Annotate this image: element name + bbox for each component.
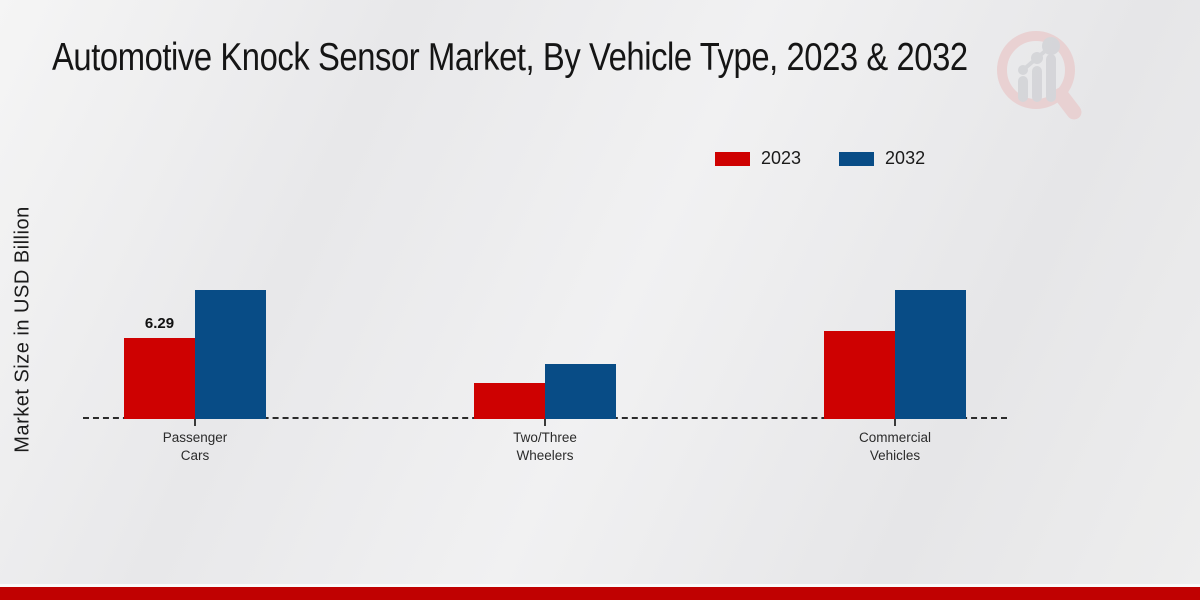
legend-item-2032: 2032 — [839, 148, 925, 169]
legend-label-2032: 2032 — [885, 148, 926, 168]
x-axis-tick — [544, 419, 546, 426]
category-label: Commercial Vehicles — [858, 430, 931, 464]
market-research-future-logo-icon — [997, 31, 1082, 120]
bar-2032-two-three-wheelers — [545, 364, 616, 419]
bar-2023-two-three-wheelers — [474, 383, 545, 419]
page-title: Automotive Knock Sensor Market, By Vehic… — [52, 36, 968, 79]
legend-swatch-2032 — [839, 151, 875, 166]
bar-2032-commercial-vehicles — [895, 290, 966, 419]
legend: 2023 2032 — [715, 148, 925, 169]
legend-item-2023: 2023 — [715, 148, 801, 169]
category-label: Two/Three Wheelers — [513, 430, 577, 464]
legend-swatch-2023 — [715, 151, 750, 166]
footer-divider — [0, 584, 1200, 587]
bar-2032-passenger-cars — [195, 290, 266, 419]
legend-label-2023: 2023 — [761, 148, 802, 168]
bar-2023-commercial-vehicles — [824, 331, 895, 419]
x-axis-tick — [194, 419, 196, 426]
bar-value-label: 6.29 — [144, 315, 175, 332]
category-label: Passenger Cars — [162, 430, 228, 464]
footer-band — [0, 587, 1200, 600]
x-axis-tick — [894, 419, 896, 426]
bar-2023-passenger-cars — [124, 338, 195, 419]
